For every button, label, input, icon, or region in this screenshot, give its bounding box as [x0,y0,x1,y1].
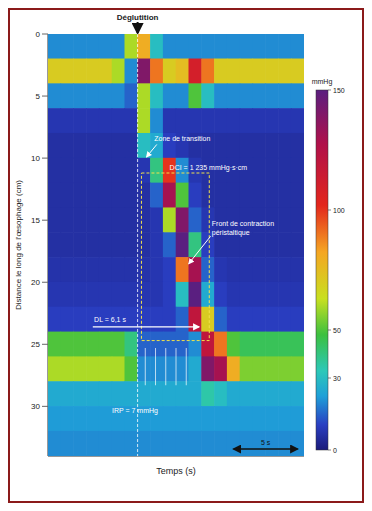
svg-text:5: 5 [36,92,41,101]
svg-text:5 s: 5 s [261,439,271,446]
svg-text:25: 25 [31,340,40,349]
svg-text:mmHg: mmHg [312,78,333,86]
svg-text:IRP = 7 mmHg: IRP = 7 mmHg [112,407,158,415]
svg-text:DCI = 1 235 mmHg·s·cm: DCI = 1 235 mmHg·s·cm [170,164,248,172]
svg-text:30: 30 [31,402,40,411]
svg-text:Temps (s): Temps (s) [156,466,196,476]
svg-text:30: 30 [333,375,341,382]
svg-text:15: 15 [31,216,40,225]
svg-text:péristaltique: péristaltique [212,229,250,237]
svg-text:10: 10 [31,154,40,163]
svg-text:Zone de transition: Zone de transition [154,135,210,142]
svg-text:20: 20 [31,278,40,287]
svg-text:0: 0 [36,30,41,39]
svg-text:Front de contraction: Front de contraction [212,220,274,227]
svg-text:150: 150 [333,87,345,94]
svg-text:Distance le long de l'œsophage: Distance le long de l'œsophage (cm) [14,180,23,310]
svg-text:0: 0 [333,447,337,454]
svg-text:Déglutition: Déglutition [117,13,159,22]
svg-text:100: 100 [333,207,345,214]
svg-text:DL = 6,1 s: DL = 6,1 s [94,316,126,323]
svg-text:50: 50 [333,327,341,334]
